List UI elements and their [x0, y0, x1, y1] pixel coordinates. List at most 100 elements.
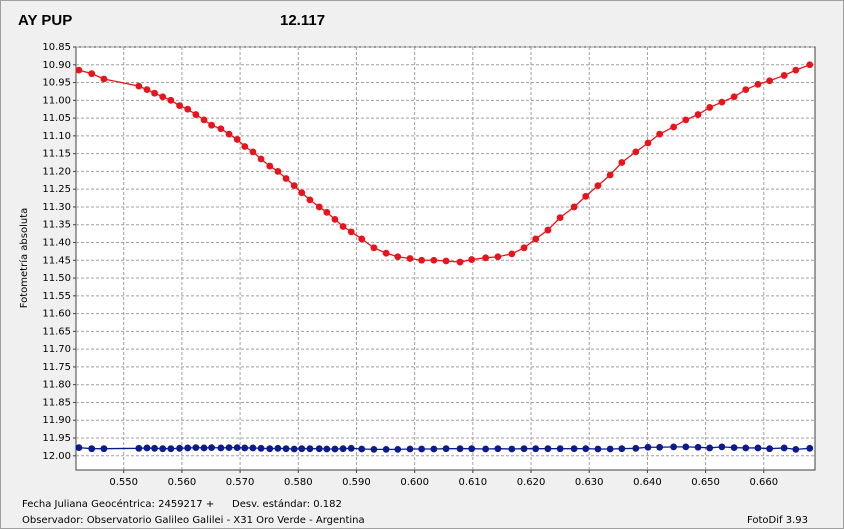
- data-point: [347, 444, 355, 452]
- data-point: [694, 443, 702, 451]
- data-point: [184, 105, 192, 113]
- y-tick-label: 11.10: [42, 131, 71, 142]
- footer-text: Fecha Juliana Geocéntrica: 2459217 +: [22, 498, 214, 510]
- data-point: [494, 253, 502, 261]
- data-point: [306, 196, 314, 204]
- data-point: [382, 445, 390, 453]
- data-point: [241, 444, 249, 452]
- data-point: [670, 123, 678, 131]
- x-tick-label: 0.630: [575, 477, 604, 488]
- y-axis-label: Fotometría absoluta: [18, 208, 30, 309]
- data-point: [135, 444, 143, 452]
- data-point: [176, 444, 183, 452]
- data-point: [406, 255, 414, 262]
- data-point: [508, 445, 516, 453]
- y-tick-label: 11.30: [42, 202, 71, 213]
- data-point: [135, 82, 143, 90]
- data-point: [217, 125, 225, 133]
- data-point: [88, 70, 96, 78]
- x-tick-label: 0.620: [517, 477, 546, 488]
- data-point: [742, 86, 750, 94]
- data-point: [766, 77, 774, 85]
- data-point: [100, 75, 108, 83]
- data-point: [249, 148, 257, 156]
- data-point: [644, 443, 652, 451]
- data-point: [706, 104, 714, 111]
- y-tick-label: 10.95: [42, 78, 71, 89]
- data-point: [370, 244, 378, 252]
- data-point: [766, 445, 774, 453]
- data-point: [290, 182, 298, 190]
- y-tick-label: 10.90: [42, 60, 71, 71]
- data-point: [792, 66, 800, 74]
- data-point: [570, 445, 578, 453]
- data-point: [556, 445, 564, 453]
- data-point: [694, 111, 702, 118]
- footer-text: Observador: Observatorio Galileo Galilei…: [22, 515, 365, 526]
- data-point: [208, 444, 215, 452]
- y-tick-label: 11.00: [42, 95, 71, 106]
- data-point: [184, 444, 192, 452]
- data-point: [143, 444, 151, 452]
- data-point: [618, 159, 626, 166]
- data-point: [290, 445, 298, 453]
- data-point: [200, 116, 208, 124]
- data-point: [456, 445, 464, 453]
- y-tick-label: 10.85: [42, 42, 71, 53]
- data-point: [266, 162, 274, 170]
- data-point: [225, 130, 233, 138]
- data-point: [606, 171, 614, 179]
- data-point: [274, 168, 282, 175]
- data-point: [323, 208, 331, 216]
- data-point: [570, 203, 578, 211]
- data-point: [358, 235, 366, 243]
- data-point: [159, 93, 167, 101]
- data-point: [780, 72, 788, 79]
- y-tick-label: 11.15: [42, 149, 71, 160]
- data-point: [632, 444, 640, 452]
- data-point: [632, 148, 640, 156]
- x-tick-label: 0.570: [226, 477, 255, 488]
- data-point: [176, 102, 183, 110]
- data-point: [347, 228, 355, 236]
- data-point: [682, 116, 690, 124]
- y-tick-label: 11.80: [42, 380, 71, 391]
- data-point: [544, 226, 552, 234]
- data-point: [806, 61, 814, 69]
- data-point: [143, 86, 151, 94]
- x-tick-label: 0.650: [691, 477, 720, 488]
- data-point: [298, 445, 306, 453]
- data-point: [656, 443, 664, 451]
- data-point: [192, 444, 200, 452]
- data-point: [266, 445, 274, 453]
- data-point: [494, 445, 502, 453]
- y-tick-label: 11.70: [42, 344, 71, 355]
- y-tick-label: 11.20: [42, 166, 71, 177]
- y-tick-label: 12.00: [42, 451, 71, 462]
- data-point: [468, 256, 476, 263]
- data-point: [468, 445, 476, 453]
- data-point: [167, 445, 175, 453]
- data-point: [508, 250, 516, 258]
- y-tick-label: 11.90: [42, 415, 71, 426]
- data-point: [442, 257, 450, 265]
- data-point: [282, 175, 290, 182]
- y-tick-label: 11.65: [42, 326, 71, 337]
- data-point: [200, 444, 208, 452]
- data-point: [192, 111, 200, 118]
- data-point: [718, 98, 726, 106]
- data-point: [151, 89, 158, 97]
- data-point: [456, 258, 464, 266]
- data-point: [792, 445, 800, 453]
- data-point: [225, 444, 233, 452]
- data-point: [482, 254, 490, 262]
- data-point: [442, 445, 450, 453]
- x-tick-label: 0.580: [284, 477, 313, 488]
- x-tick-label: 0.560: [168, 477, 197, 488]
- data-point: [532, 235, 540, 243]
- data-point: [656, 130, 664, 138]
- data-point: [606, 445, 614, 453]
- data-point: [339, 223, 347, 230]
